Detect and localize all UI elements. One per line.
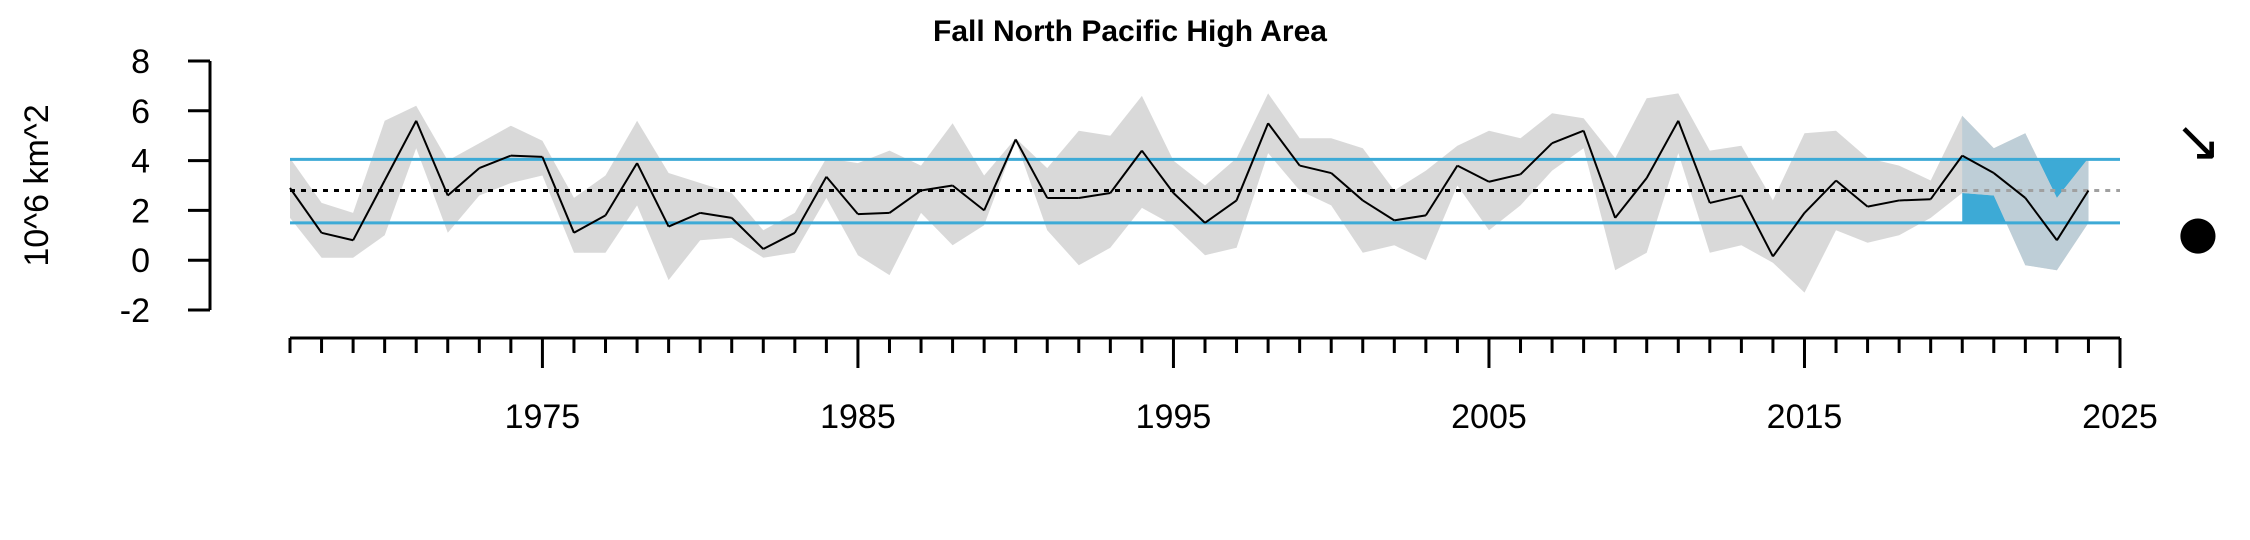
series-segment [1488, 173, 1521, 183]
series-segment [1582, 130, 1617, 219]
y-tick-label: 0 [131, 242, 150, 280]
uncertainty-band [290, 93, 2089, 293]
series-segment [1835, 179, 1869, 208]
series-segment [731, 217, 764, 250]
series-segment [383, 120, 418, 181]
series-segment [700, 211, 732, 219]
series-segment [1551, 129, 1584, 145]
series-segment [762, 231, 796, 250]
series-segment [951, 184, 985, 212]
x-tick-label: 1985 [820, 398, 896, 436]
series-segment [1867, 199, 1900, 208]
series-segment [1929, 155, 1964, 200]
series-segment [1330, 172, 1364, 202]
x-tick-label: 2025 [2082, 398, 2158, 436]
series-segment [1645, 120, 1680, 179]
series-segment [1014, 138, 1049, 199]
series-segment [447, 167, 480, 197]
series-segment [604, 162, 638, 216]
series-segment [1204, 199, 1238, 224]
series-segment [857, 211, 890, 216]
y-tick-label: 4 [131, 143, 150, 181]
series-segment [478, 154, 512, 170]
x-tick-label: 1975 [505, 398, 581, 436]
series-segment [920, 184, 953, 192]
series-segment [415, 120, 449, 196]
series-segment [1677, 120, 1711, 204]
series-segment [1109, 150, 1143, 194]
series-segment [825, 176, 859, 215]
series-segment [668, 211, 701, 228]
x-ticks: 1975 1985 1995 2005 2015 2025 [288, 338, 2158, 436]
y-axis-label: 10^6 km^2 [18, 104, 56, 266]
series-segment [1961, 154, 1995, 174]
mean-status-dot-icon: ● [2178, 205, 2218, 259]
chart-title: Fall North Pacific High Area [933, 15, 1327, 48]
y-axis: 8 6 4 2 0 -2 10^6 km^2 [18, 43, 212, 330]
series-segment [1456, 164, 1490, 183]
series-segment [1709, 194, 1742, 204]
series-segment [1362, 199, 1395, 222]
series-segment [1425, 165, 1459, 216]
series-segment [352, 180, 386, 241]
series-segment [1267, 122, 1301, 167]
uncertainty-band-recent [1962, 115, 2089, 271]
series-segment [1803, 179, 1837, 214]
series-segment [1740, 195, 1774, 257]
series-segment [1299, 164, 1332, 175]
series-segment [636, 162, 670, 228]
series-segment [1899, 198, 1931, 202]
series-segment [983, 139, 1017, 211]
x-tick-label: 1995 [1136, 398, 1212, 436]
series-segment [1614, 177, 1648, 219]
series-segment [1235, 122, 1270, 201]
y-tick-label: 8 [131, 43, 150, 81]
series-segment [1394, 214, 1427, 222]
y-tick-label: 2 [131, 192, 150, 230]
y-ticks: 8 6 4 2 0 -2 [120, 43, 210, 330]
series-line-group [289, 120, 2090, 258]
series-segment [289, 187, 323, 234]
series-segment [1141, 150, 1175, 194]
y-tick-label: -2 [120, 292, 150, 330]
series-segment [541, 156, 575, 234]
series-segment [1078, 191, 1111, 199]
x-tick-label: 2015 [1767, 398, 1843, 436]
series-segment [2024, 197, 2058, 241]
series-segment [321, 231, 354, 242]
series-segment [1172, 192, 1206, 224]
series-segment [510, 154, 543, 158]
series-segment [1993, 172, 2026, 199]
y-tick-label: 6 [131, 93, 150, 131]
series-segment [2056, 189, 2090, 241]
series-segment [1519, 142, 1553, 176]
x-axis: 1975 1985 1995 2005 2015 2025 [288, 336, 2158, 436]
series-segment [888, 189, 922, 214]
x-tick-label: 2005 [1451, 398, 1527, 436]
series-segment [573, 214, 607, 234]
series-segment [1772, 212, 1806, 258]
series-segment [793, 176, 828, 234]
trend-arrow-icon: ↘ [2175, 109, 2222, 174]
plot-area [289, 93, 2120, 293]
